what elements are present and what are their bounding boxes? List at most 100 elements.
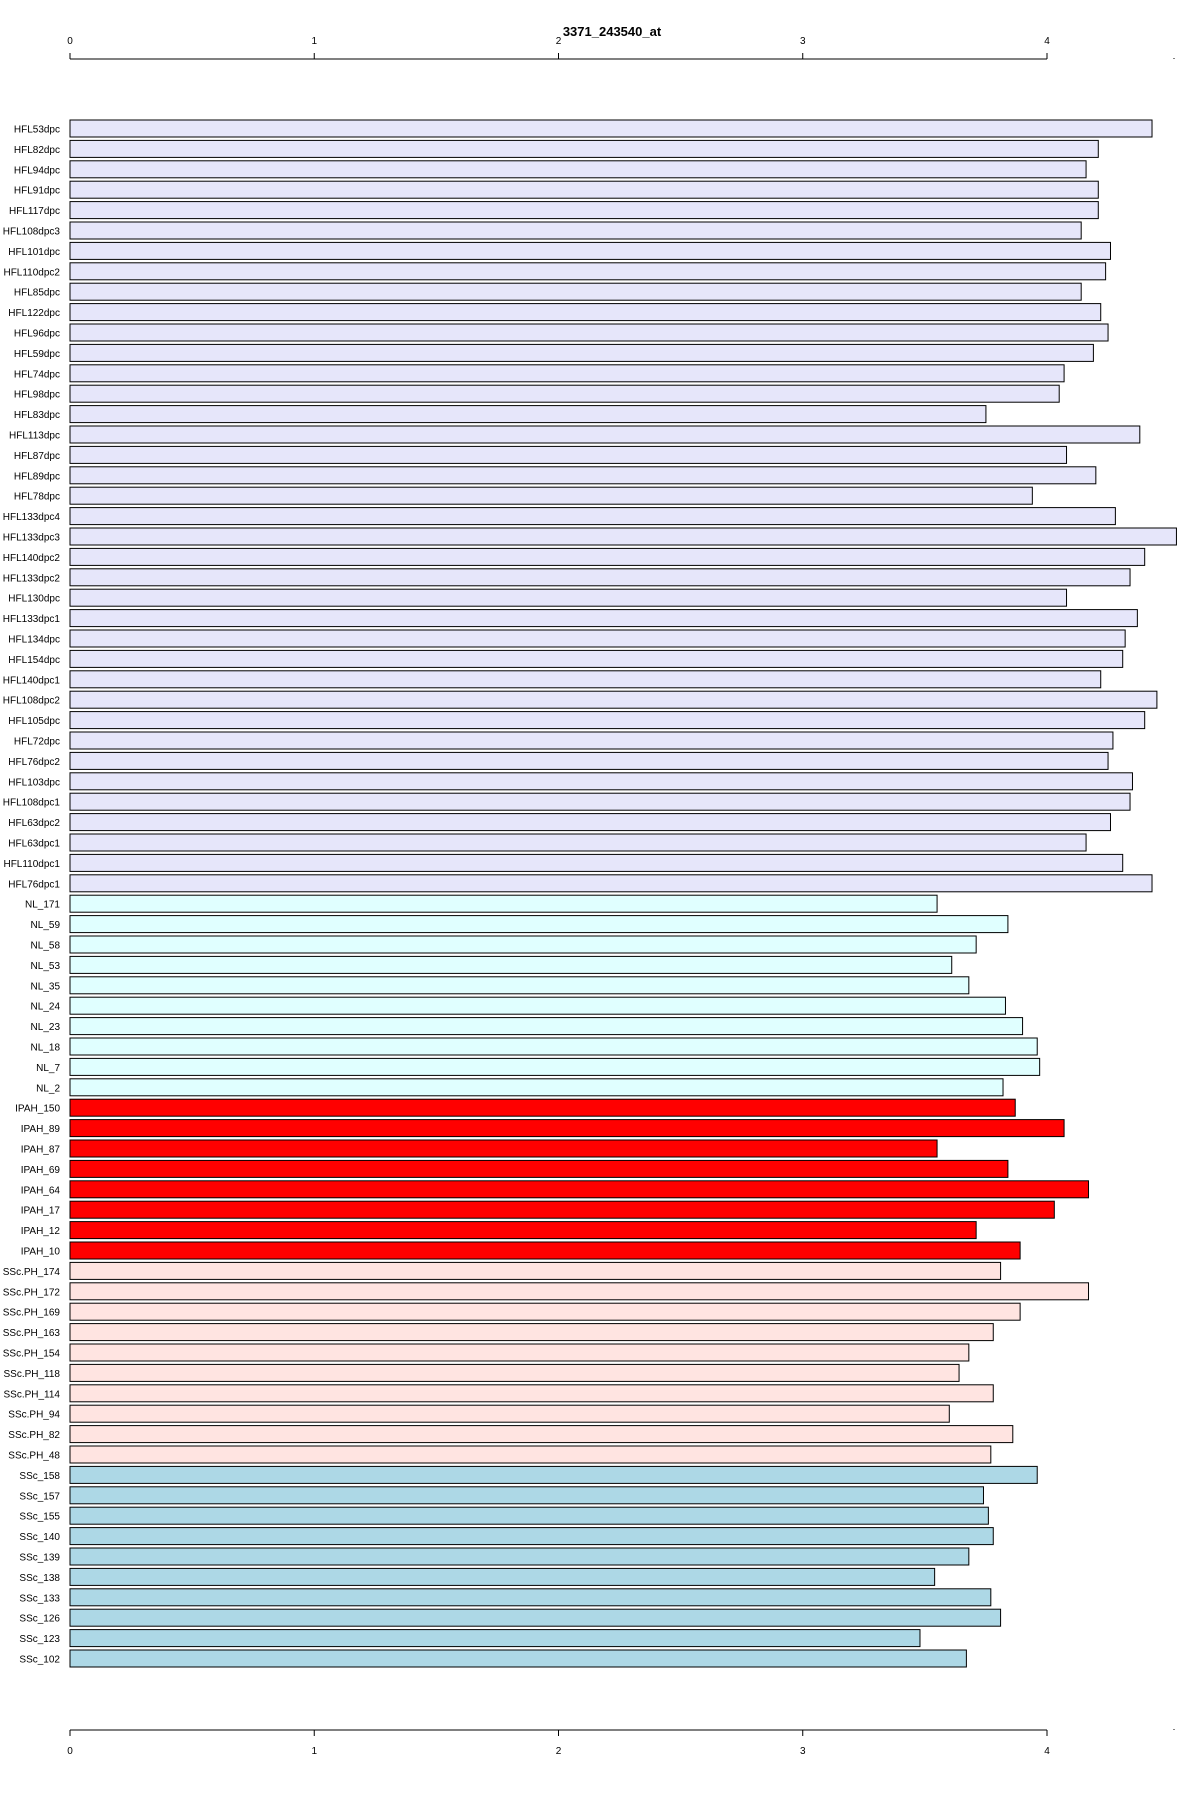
bar: [69, 731, 1114, 750]
category-label: NL_2: [36, 1083, 60, 1094]
category-label: HFL53dpc: [14, 125, 60, 136]
category-label: SSc.PH_48: [8, 1451, 60, 1462]
category-label: IPAH_10: [21, 1247, 61, 1258]
bar: [69, 1527, 994, 1546]
category-label: NL_35: [31, 981, 61, 992]
bar: [69, 1506, 989, 1525]
bar: [69, 1017, 1024, 1036]
bar: [69, 384, 1060, 403]
bottom-tick-label: 3: [800, 1746, 806, 1757]
category-label: HFL133dpc4: [3, 512, 61, 523]
category-label: HFL130dpc: [8, 594, 60, 605]
bar: [69, 282, 1082, 301]
bar: [69, 1629, 921, 1648]
category-label: HFL140dpc2: [3, 553, 61, 564]
category-label: HFL108dpc3: [3, 227, 61, 238]
category-label: SSc_139: [19, 1553, 60, 1564]
category-label: HFL63dpc2: [8, 818, 60, 829]
category-label: HFL103dpc: [8, 777, 60, 788]
bar: [69, 853, 1124, 872]
top-tick-label: 2: [556, 36, 562, 47]
bottom-tick-label: 1: [311, 1746, 317, 1757]
bar: [69, 241, 1111, 260]
bar: [69, 976, 970, 995]
category-label: SSc.PH_172: [3, 1287, 61, 1298]
bar: [69, 221, 1082, 240]
bar: [69, 568, 1131, 587]
bar: [69, 935, 977, 954]
bar: [69, 1221, 977, 1240]
top-tick-label: 0: [67, 36, 73, 47]
category-label: HFL133dpc2: [3, 573, 61, 584]
category-label: SSc.PH_154: [3, 1349, 61, 1360]
category-label: SSc.PH_163: [3, 1328, 61, 1339]
category-label: IPAH_89: [21, 1124, 61, 1135]
category-label: HFL110dpc2: [3, 267, 60, 278]
top-tick-label: 1: [311, 36, 317, 47]
bar: [69, 670, 1102, 689]
category-label: HFL98dpc: [14, 390, 60, 401]
category-label: HFL63dpc1: [8, 839, 60, 850]
category-label: HFL91dpc: [14, 186, 60, 197]
category-label: HFL89dpc: [14, 471, 60, 482]
bar: [69, 1343, 970, 1362]
category-label: HFL113dpc: [9, 431, 60, 442]
category-labels: HFL53dpc HFL82dpc HFL94dpc HFL91dpc HFL117dp…: [3, 125, 61, 1666]
category-label: HFL154dpc: [8, 655, 60, 666]
bar: [69, 160, 1087, 179]
category-label: HFL133dpc3: [3, 533, 61, 544]
bar: [69, 751, 1109, 770]
bar: [69, 1465, 1038, 1484]
bar: [69, 1159, 1009, 1178]
chart-title: 3371_243540_at: [563, 24, 662, 39]
category-label: IPAH_17: [21, 1206, 61, 1217]
bar: [69, 1037, 1038, 1056]
bar: [69, 1588, 992, 1607]
bar: [69, 833, 1087, 852]
bar: [69, 201, 1099, 220]
bar: [69, 955, 953, 974]
bar: [69, 1180, 1090, 1199]
category-label: NL_23: [31, 1022, 61, 1033]
bar: [69, 323, 1109, 342]
bar: [69, 1567, 936, 1586]
category-label: SSc_126: [19, 1614, 60, 1625]
bar: [69, 303, 1102, 322]
bar: [69, 629, 1126, 648]
category-label: SSc.PH_82: [8, 1430, 60, 1441]
category-label: HFL72dpc: [14, 737, 60, 748]
category-label: SSc_140: [19, 1532, 60, 1543]
bar: [69, 1445, 992, 1464]
category-label: SSc.PH_174: [3, 1267, 61, 1278]
bar: [69, 364, 1065, 383]
category-label: SSc_158: [19, 1471, 60, 1482]
category-label: NL_58: [31, 941, 61, 952]
bar: [69, 405, 987, 424]
category-label: HFL74dpc: [14, 369, 60, 380]
category-label: SSc.PH_118: [3, 1369, 60, 1380]
category-label: SSc.PH_94: [8, 1410, 60, 1421]
category-label: HFL117dpc: [9, 206, 60, 217]
category-label: HFL110dpc1: [3, 859, 60, 870]
bar: [69, 1119, 1065, 1138]
bar: [69, 609, 1138, 628]
category-label: HFL85dpc: [14, 288, 60, 299]
bar: [69, 180, 1099, 199]
bar: [69, 996, 1006, 1015]
category-label: NL_59: [31, 920, 61, 931]
category-label: SSc_155: [19, 1512, 60, 1523]
bar: [69, 1200, 1055, 1219]
category-label: NL_7: [36, 1063, 60, 1074]
bar: [69, 119, 1153, 138]
bars-group: [69, 119, 1177, 1668]
bar: [69, 792, 1131, 811]
category-label: IPAH_69: [21, 1165, 61, 1176]
category-label: HFL82dpc: [14, 145, 60, 156]
bar: [69, 1547, 970, 1566]
bar: [69, 1057, 1041, 1076]
top-tick-label: 4: [1044, 36, 1050, 47]
bar: [69, 507, 1116, 526]
bar: [69, 425, 1141, 444]
bar: [69, 1139, 938, 1158]
bar: [69, 466, 1097, 485]
